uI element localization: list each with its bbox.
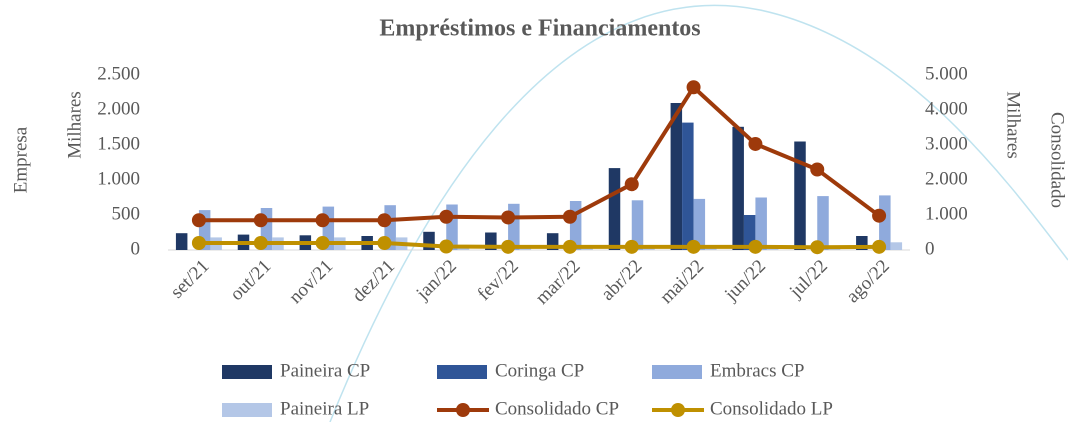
bar <box>198 210 211 250</box>
x-tick-label: out/21 <box>226 256 275 305</box>
x-tick-label: fev/22 <box>474 256 523 305</box>
x-tick-label: abr/22 <box>597 256 646 305</box>
x-tick-label: mai/22 <box>656 256 708 308</box>
bar <box>794 141 806 250</box>
y-tick-label: 0 <box>131 238 141 259</box>
bar <box>508 203 520 250</box>
bar <box>446 204 458 250</box>
bar <box>175 233 188 250</box>
line-marker <box>624 239 639 254</box>
bar <box>682 122 694 250</box>
x-tick-label: nov/21 <box>285 256 337 308</box>
bar <box>670 103 683 250</box>
y2-axis-unit: Milhares <box>1003 91 1024 159</box>
bar <box>546 233 559 250</box>
line-marker <box>377 213 392 228</box>
legend-swatch <box>222 365 272 379</box>
line-marker <box>810 240 825 255</box>
x-tick-label: set/21 <box>167 256 214 303</box>
line-marker <box>253 236 268 250</box>
line-marker <box>872 239 887 254</box>
chart-title: Empréstimos e Financiamentos <box>379 16 700 42</box>
y-axis-unit: Milhares <box>64 91 85 159</box>
line-marker <box>315 213 330 228</box>
legend-label: Paineira LP <box>280 398 369 419</box>
legend-label: Paineira CP <box>280 360 370 381</box>
y-tick-label: 1.000 <box>97 168 140 189</box>
bar <box>423 231 435 250</box>
line-marker <box>315 236 330 250</box>
bar <box>817 196 829 250</box>
bar <box>384 205 396 250</box>
bar <box>856 236 868 250</box>
bar <box>879 195 891 250</box>
y2-tick-label: 1.000 <box>925 203 968 224</box>
line-marker <box>872 208 887 223</box>
legend-swatch-marker <box>671 403 685 417</box>
line <box>198 241 880 250</box>
bar <box>890 242 903 250</box>
bar <box>743 215 756 250</box>
legend-label: Coringa CP <box>495 360 584 381</box>
line-marker <box>439 239 454 254</box>
line-marker <box>501 239 516 254</box>
legend-swatch-marker <box>456 403 470 417</box>
x-tick-label: mar/22 <box>532 256 585 309</box>
line <box>198 84 881 223</box>
bar <box>755 197 767 250</box>
legend-label: Consolidado CP <box>495 398 619 419</box>
legend-swatch <box>437 365 487 379</box>
y2-tick-label: 3.000 <box>925 133 968 154</box>
line-marker <box>253 213 268 228</box>
line-marker <box>810 162 825 177</box>
line-marker <box>191 236 206 250</box>
y-tick-label: 2.000 <box>97 98 140 119</box>
legend-label: Embracs CP <box>710 360 804 381</box>
x-tick-label: ago/22 <box>842 256 893 307</box>
bar <box>608 168 621 250</box>
y-tick-label: 1.500 <box>97 133 140 154</box>
x-tick-label: jan/22 <box>412 256 461 305</box>
bar <box>260 208 273 250</box>
y-axis-title: Empresa <box>10 126 31 193</box>
x-tick-label: dez/21 <box>348 256 399 307</box>
legend-label: Consolidado LP <box>710 398 833 419</box>
line-marker <box>501 210 516 225</box>
line-marker <box>439 209 454 224</box>
line-marker <box>686 80 701 95</box>
legend-swatch <box>652 365 702 379</box>
bar <box>569 201 582 250</box>
y-tick-label: 500 <box>112 203 141 224</box>
bar <box>631 200 644 250</box>
y2-axis-title: Consolidado <box>1047 112 1068 208</box>
line-marker <box>748 136 763 151</box>
y2-tick-label: 5.000 <box>925 63 968 84</box>
y2-tick-label: 0 <box>925 238 935 259</box>
x-tick-label: jun/22 <box>720 256 770 306</box>
line-marker <box>624 177 639 192</box>
bar <box>693 198 706 250</box>
line-marker <box>377 236 392 250</box>
y-tick-label: 2.500 <box>97 63 140 84</box>
bar <box>485 232 497 250</box>
line-marker <box>748 239 763 254</box>
x-tick-label: jul/22 <box>785 256 832 303</box>
line-marker <box>191 213 206 228</box>
line-marker <box>562 209 577 224</box>
legend-swatch <box>222 403 272 417</box>
line-marker <box>562 239 577 254</box>
bar <box>322 206 335 250</box>
y2-tick-label: 2.000 <box>925 168 968 189</box>
line-marker <box>686 239 701 254</box>
decoration-arc <box>329 4 1068 422</box>
y2-tick-label: 4.000 <box>925 98 968 119</box>
bar <box>732 126 744 250</box>
